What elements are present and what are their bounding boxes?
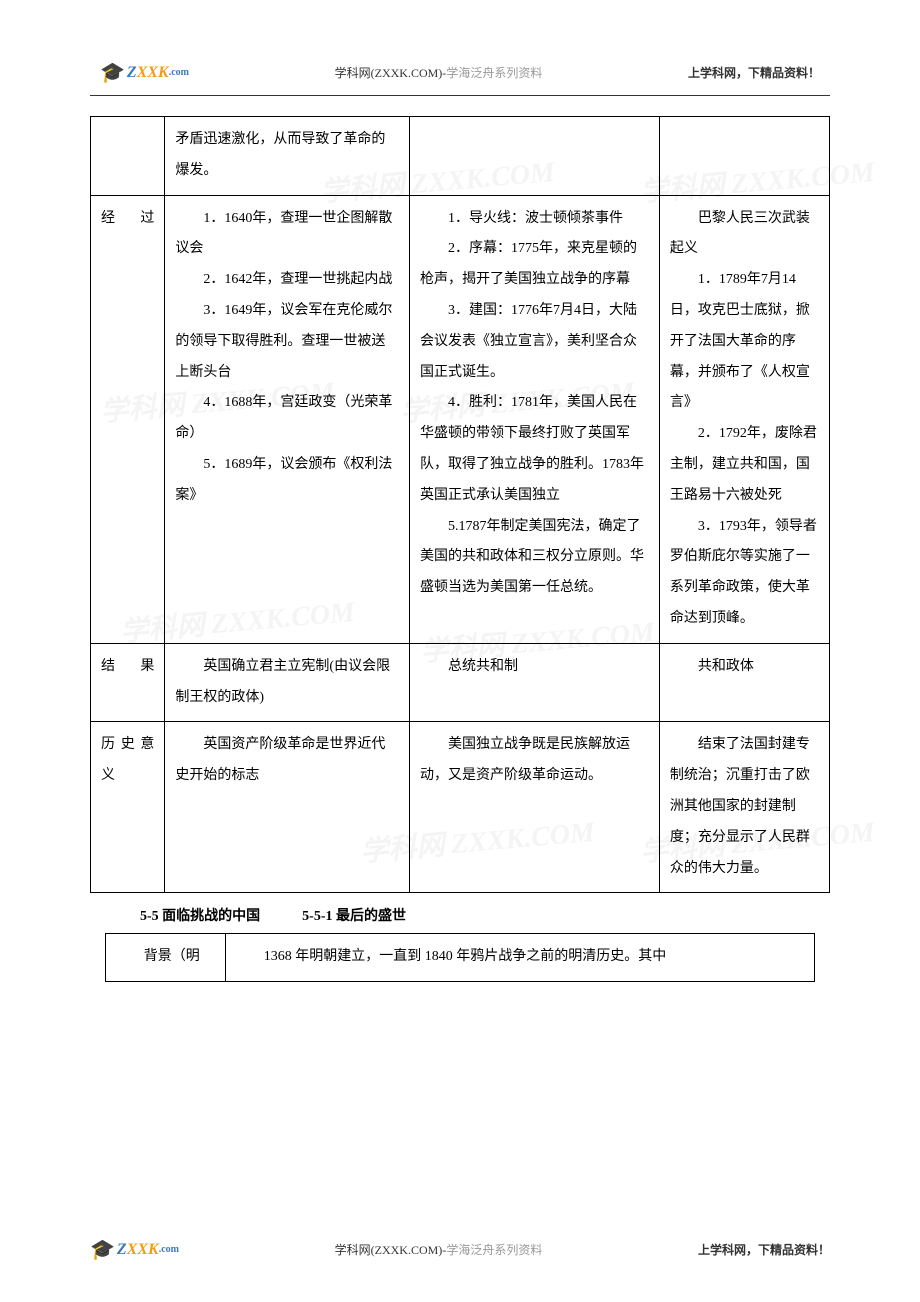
cell-england-result: 英国确立君主立宪制(由议会限制王权的政体) [165,643,410,722]
sub-label-background: 背景（明 [105,934,225,982]
header-right: 上学科网，下精品资料！ [688,64,820,81]
cell-france-cont [659,117,829,196]
row-label-result: 结果 [91,643,165,722]
cell-england-process: 1．1640年，查理一世企图解散议会 2．1642年，查理一世挑起内战 3．16… [165,195,410,643]
logo: 🎓 ZXXK.com [100,60,189,85]
cell-usa-cont [409,117,659,196]
sub-table: 背景（明 1368 年明朝建立，一直到 1840 年鸦片战争之前的明清历史。其中 [105,933,815,982]
cell-england-cont: 矛盾迅速激化，从而导致了革命的爆发。 [165,117,410,196]
cell-france-result: 共和政体 [659,643,829,722]
cell-england-significance: 英国资产阶级革命是世界近代史开始的标志 [165,722,410,893]
logo-text-z: Z [117,1241,127,1259]
table-row: 矛盾迅速激化，从而导致了革命的爆发。 [91,117,830,196]
logo-icon: 🎓 [100,60,125,85]
cell-france-significance: 结束了法国封建专制统治；沉重打击了欧洲其他国家的封建制度；充分显示了人民群众的伟… [659,722,829,893]
header-center: 学科网(ZXXK.COM)-学海泛舟系列资料 [335,64,543,81]
table-row-process: 经过 1．1640年，查理一世企图解散议会 2．1642年，查理一世挑起内战 3… [91,195,830,643]
footer-right: 上学科网，下精品资料！ [698,1241,830,1258]
process-item: 3．1649年，议会军在克伦威尔的领导下取得胜利。查理一世被送上断头台 [175,296,399,388]
table-row-result: 结果 英国确立君主立宪制(由议会限制王权的政体) 总统共和制 共和政体 [91,643,830,722]
process-item: 1．导火线：波士顿倾茶事件 [420,204,649,235]
comparison-table: 矛盾迅速激化，从而导致了革命的爆发。 经过 1．1640年，查理一世企图解散议会… [90,116,830,893]
process-item: 4．1688年，宫廷政变（光荣革命） [175,388,399,450]
sub-content-background: 1368 年明朝建立，一直到 1840 年鸦片战争之前的明清历史。其中 [225,934,814,982]
cell-usa-process: 1．导火线：波士顿倾茶事件 2．序幕：1775年，来克星顿的枪声，揭开了美国独立… [409,195,659,643]
logo-text-xxk: XXK [137,64,169,82]
footer-logo: 🎓 ZXXK.com [90,1237,179,1262]
logo-icon: 🎓 [90,1237,115,1262]
header-center-main: 学科网(ZXXK.COM)- [335,66,447,80]
process-item: 2．1642年，查理一世挑起内战 [175,265,399,296]
logo-text-xxk: XXK [127,1241,159,1259]
cell-france-process: 巴黎人民三次武装起义 1．1789年7月14日，攻克巴士底狱，掀开了法国大革命的… [659,195,829,643]
page-header: 🎓 ZXXK.com 学科网(ZXXK.COM)-学海泛舟系列资料 上学科网，下… [90,60,830,85]
logo-text-com: .com [169,67,189,78]
process-item: 5.1787年制定美国宪法，确定了美国的共和政体和三权分立原则。华盛顿当选为美国… [420,512,649,604]
process-item: 5．1689年，议会颁布《权利法案》 [175,450,399,512]
process-item: 4．胜利：1781年，美国人民在华盛顿的带领下最终打败了英国军队，取得了独立战争… [420,388,649,511]
cell-usa-result: 总统共和制 [409,643,659,722]
page-footer: 🎓 ZXXK.com 学科网(ZXXK.COM)-学海泛舟系列资料 上学科网，下… [90,1237,830,1262]
process-item: 巴黎人民三次武装起义 [670,204,819,266]
process-item: 1．1789年7月14日，攻克巴士底狱，掀开了法国大革命的序幕，并颁布了《人权宣… [670,265,819,419]
table-row-significance: 历史意义 英国资产阶级革命是世界近代史开始的标志 美国独立战争既是民族解放运动，… [91,722,830,893]
sub-table-row: 背景（明 1368 年明朝建立，一直到 1840 年鸦片战争之前的明清历史。其中 [105,934,814,982]
logo-text-com: .com [159,1244,179,1255]
header-center-gray: 学海泛舟系列资料 [446,66,542,80]
footer-center: 学科网(ZXXK.COM)-学海泛舟系列资料 [335,1241,543,1258]
header-divider [90,95,830,96]
footer-center-gray: 学海泛舟系列资料 [446,1243,542,1257]
logo-text-z: Z [127,64,137,82]
process-item: 3．1793年，领导者罗伯斯庇尔等实施了一系列革命政策，使大革命达到顶峰。 [670,512,819,635]
cell-usa-significance: 美国独立战争既是民族解放运动，又是资产阶级革命运动。 [409,722,659,893]
process-item: 2．序幕：1775年，来克星顿的枪声，揭开了美国独立战争的序幕 [420,234,649,296]
footer-center-main: 学科网(ZXXK.COM)- [335,1243,447,1257]
row-label-process: 经过 [91,195,165,643]
row-label-significance: 历史意义 [91,722,165,893]
process-item: 3．建国：1776年7月4日，大陆会议发表《独立宣言》，美利坚合众国正式诞生。 [420,296,649,388]
row-label-cell [91,117,165,196]
process-item: 1．1640年，查理一世企图解散议会 [175,204,399,266]
process-item: 2．1792年，废除君主制，建立共和国，国王路易十六被处死 [670,419,819,511]
section-title: 5-5 面临挑战的中国 5-5-1 最后的盛世 [140,905,830,925]
